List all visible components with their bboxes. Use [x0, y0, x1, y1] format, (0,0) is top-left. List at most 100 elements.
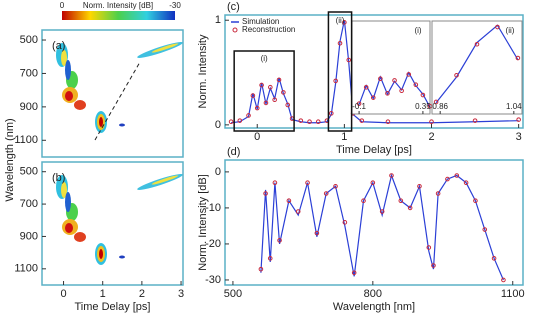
series-marker	[433, 99, 439, 105]
series-marker	[250, 93, 256, 98]
series-marker	[263, 191, 268, 196]
y-tick-label: -30	[205, 274, 221, 286]
series-line	[260, 173, 504, 281]
y-tick-label: 700	[20, 198, 38, 210]
y-tick-label: 700	[20, 67, 38, 79]
series-marker	[413, 82, 419, 88]
series-marker	[385, 91, 390, 96]
series-marker	[259, 82, 264, 88]
y-tick-label: 1	[215, 14, 221, 26]
series-marker	[407, 205, 413, 211]
blob	[119, 255, 125, 259]
series-marker	[420, 92, 426, 98]
blob	[65, 192, 71, 212]
series-marker	[258, 266, 264, 272]
series-marker	[276, 77, 282, 83]
colorbar-tick-label: 0	[60, 1, 65, 10]
series-marker	[363, 85, 369, 90]
series-marker	[342, 220, 348, 225]
y-axis-label: Norm. Intensity	[197, 34, 209, 108]
y-tick-label: 1100	[14, 134, 38, 146]
plot-frame	[224, 159, 524, 286]
series-marker	[515, 55, 521, 61]
x-axis-label: Time Delay [ps]	[74, 301, 150, 313]
inset-x-tick-label: -0.1	[352, 102, 366, 111]
legend-label: Reconstruction	[242, 25, 295, 34]
panel-label: (c)	[227, 1, 240, 13]
inset-label: (i)	[414, 26, 421, 35]
y-tick-label: 500	[20, 34, 38, 46]
x-tick-label: 1100	[501, 288, 525, 300]
zoom-box	[327, 11, 353, 132]
series-marker	[392, 78, 397, 83]
colorbar-tick-label: -30	[169, 1, 181, 10]
series-marker	[454, 173, 460, 178]
series-line	[231, 20, 519, 124]
zoom-label: (i)	[261, 54, 268, 63]
series-marker	[272, 97, 277, 103]
plot-frame	[41, 161, 184, 286]
inset-x-tick-label: 0.35	[415, 102, 431, 111]
series-marker	[399, 88, 404, 94]
inset-label: (ii)	[506, 26, 515, 35]
series-marker	[237, 118, 243, 123]
legend-swatch	[232, 27, 238, 33]
series-marker	[315, 119, 321, 125]
series-marker	[263, 100, 269, 106]
series-marker	[254, 105, 260, 111]
blob	[99, 249, 103, 259]
x-tick-label: 3	[516, 131, 522, 143]
series-marker	[445, 176, 450, 182]
series-marker	[333, 183, 338, 189]
x-tick-label: 500	[224, 288, 242, 300]
x-axis-label: Time Delay [ps]	[336, 144, 412, 156]
series-marker	[501, 277, 506, 283]
series-marker	[454, 72, 459, 78]
zoom-label: (ii)	[336, 16, 345, 25]
series-marker	[491, 256, 497, 261]
y-tick-label: 0	[215, 119, 221, 131]
x-tick-label: 2	[139, 288, 145, 300]
plot-frame	[224, 14, 524, 129]
series-marker	[246, 113, 251, 118]
panel-label: (a)	[52, 40, 65, 52]
series-marker	[359, 118, 365, 123]
series-marker	[286, 198, 292, 204]
y-tick-label: 900	[20, 230, 38, 242]
series-marker	[281, 90, 286, 95]
series-marker	[298, 118, 304, 123]
series-marker	[378, 76, 383, 81]
series-marker	[426, 245, 432, 250]
series-line	[358, 71, 431, 108]
series-marker	[429, 119, 434, 125]
blob	[65, 60, 71, 80]
y-tick-label: 0	[215, 166, 221, 178]
series-marker	[285, 102, 291, 108]
series-marker	[435, 191, 441, 196]
series-marker	[385, 119, 391, 125]
colorbar-label: Norm. Intensity [dB]	[83, 1, 153, 10]
x-axis-label: Wavelength [nm]	[333, 301, 415, 313]
series-marker	[495, 24, 500, 30]
inset-frame	[351, 20, 431, 115]
series-marker	[314, 230, 320, 236]
plot-frame	[41, 29, 184, 158]
series-marker	[307, 119, 312, 125]
series-marker	[351, 270, 357, 276]
series-marker	[333, 78, 338, 84]
series-marker	[389, 173, 394, 178]
series-marker	[472, 118, 478, 123]
series-marker	[482, 227, 488, 232]
x-tick-label: 0	[254, 131, 260, 143]
series-marker	[305, 180, 310, 185]
series-marker	[329, 111, 334, 116]
zoom-box	[233, 50, 295, 132]
x-tick-label: 2	[428, 131, 434, 143]
inset-x-tick-label: 1.04	[506, 102, 522, 111]
series-marker	[267, 256, 273, 261]
blob	[65, 91, 73, 101]
series-marker	[463, 180, 469, 185]
dashed-guide	[94, 61, 141, 141]
series-marker	[474, 41, 480, 47]
